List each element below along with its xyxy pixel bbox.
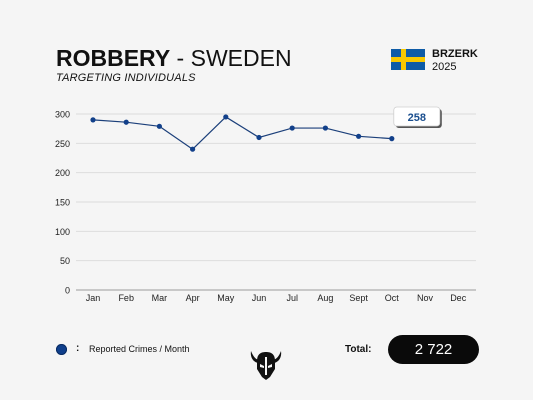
data-point <box>389 136 395 142</box>
brand-name: BRZERK <box>432 48 478 60</box>
data-point <box>356 133 362 139</box>
data-point <box>90 117 96 123</box>
series-line <box>92 116 392 150</box>
x-tick-label: Feb <box>118 293 134 303</box>
x-tick-label: Jul <box>286 293 298 303</box>
data-point <box>123 119 129 125</box>
y-tick-label: 0 <box>65 286 70 296</box>
brand-block: BRZERK 2025 <box>391 48 481 74</box>
sweden-flag-icon <box>391 49 425 70</box>
data-point <box>256 134 262 141</box>
x-tick-label: Aug <box>317 293 333 303</box>
legend-label: Reported Crimes / Month <box>89 344 190 354</box>
chart-title: ROBBERY - SWEDEN <box>56 45 292 71</box>
x-tick-label: Dec <box>450 293 467 303</box>
y-tick-label: 250 <box>55 139 70 149</box>
x-tick-label: Mar <box>152 293 168 303</box>
data-point <box>289 125 295 131</box>
legend-marker <box>56 344 67 355</box>
total-value: 2 722 <box>388 335 479 364</box>
y-tick-label: 300 <box>55 110 70 120</box>
legend-separator: : <box>76 343 80 354</box>
viking-helmet-logo-icon <box>250 351 282 380</box>
callout-box <box>393 106 441 127</box>
x-tick-label: Nov <box>417 293 434 303</box>
x-tick-label: Oct <box>385 293 400 303</box>
chart-subtitle: TARGETING INDIVIDUALS <box>56 72 196 84</box>
y-tick-label: 50 <box>60 256 70 266</box>
data-point <box>223 114 229 120</box>
y-tick-label: 150 <box>55 198 70 208</box>
x-tick-label: Apr <box>186 293 200 303</box>
data-point <box>322 125 328 131</box>
x-tick-label: May <box>217 293 235 303</box>
total-label: Total: <box>345 344 372 355</box>
brand-year: 2025 <box>432 61 457 73</box>
data-point <box>190 146 196 152</box>
x-tick-label: Jun <box>252 293 267 303</box>
data-point <box>156 123 162 129</box>
y-tick-label: 100 <box>55 227 70 237</box>
y-tick-label: 200 <box>55 168 70 178</box>
callout-label: 258 <box>408 112 426 124</box>
x-tick-label: Sept <box>349 293 368 303</box>
x-tick-label: Jan <box>86 293 101 303</box>
